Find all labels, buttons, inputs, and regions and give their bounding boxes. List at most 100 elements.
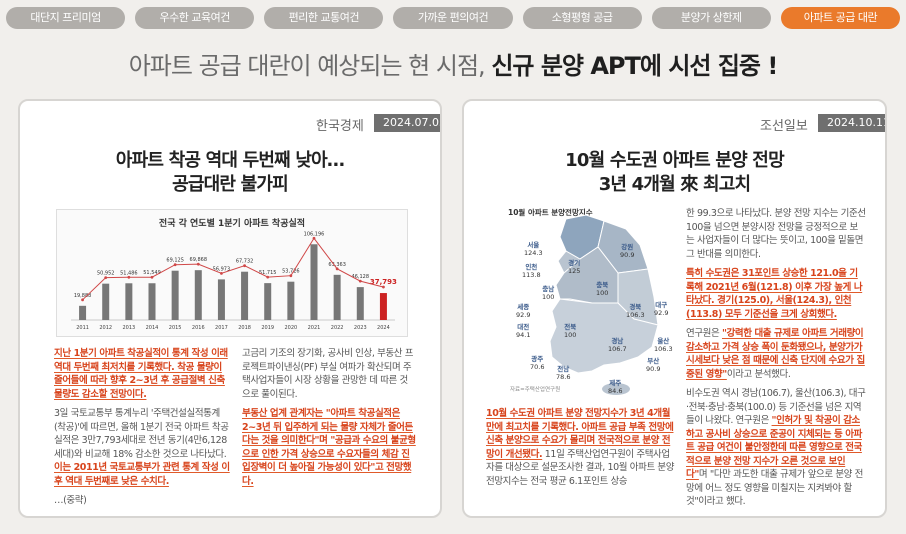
chart-tick-label: 2020 — [284, 325, 297, 331]
chart-tick-label: 2015 — [169, 325, 182, 331]
feature-tab-bar: 대단지 프리미엄 우수한 교육여건 편리한 교통여건 가까운 편의여건 소형평형 공급 분… — [6, 7, 900, 29]
chart-bar-2013 — [125, 283, 133, 320]
article-date: 2024.10.11 — [818, 114, 885, 132]
chart-value-label: 106,196 — [304, 231, 325, 237]
article2-left-column: 10월 수도권 아파트 분양 전망지수가 3년 4개월만에 최고치를 기록했다.… — [486, 407, 676, 494]
chart-point-2023 — [358, 279, 362, 283]
article1-highlight-quote: 부동산 업계 관계자는 "아파트 착공실적은 2~3년 뒤 입주하게 되는 물량… — [242, 408, 416, 487]
map-title: 10월 아파트 분양전망지수 — [508, 208, 593, 217]
article1-left-column: 지난 1분기 아파트 착공실적이 통계 작성 이래 역대 두번째 최저치를 기록… — [54, 347, 230, 514]
nav-tab-6[interactable]: 아파트 공급 대란 — [780, 7, 900, 29]
article1-highlight-lead: 지난 1분기 아파트 착공실적이 통계 작성 이래 역대 두번째 최저치를 기록… — [54, 348, 228, 400]
chart-value-label: 56,973 — [213, 266, 231, 272]
chart-tick-label: 2021 — [308, 325, 321, 331]
chart-point-2011 — [81, 298, 84, 302]
chart-tick-label: 2023 — [354, 325, 367, 331]
chart-title: 전국 각 연도별 1분기 아파트 착공실적 — [158, 219, 306, 229]
chart-value-label: 37,793 — [370, 278, 397, 286]
chart-tick-label: 2012 — [99, 325, 112, 331]
chart-point-2017 — [220, 271, 223, 275]
chart-bar-2018 — [241, 271, 249, 320]
chart-point-2015 — [173, 263, 177, 267]
chart-point-2020 — [289, 274, 293, 278]
map-source: 자료=주택산업연구원 — [510, 387, 561, 393]
article-title: 아파트 착공 역대 두번째 낮아… 공급대란 불가피 — [20, 149, 440, 197]
chart-canvas: 19,888 2011 50,952 2012 51,486 2013 51,549 2014… — [71, 231, 397, 331]
article1-highlight-stat: 이는 2011년 국토교통부가 관련 통계 작성 이후 역대 두번째로 낮은 수… — [54, 462, 230, 487]
chart-value-label: 46,128 — [352, 274, 370, 280]
chart-tick-label: 2013 — [122, 325, 135, 331]
chart-bar-2012 — [102, 283, 110, 320]
chart-bar-2017 — [217, 279, 225, 320]
chart-value-label: 51,715 — [259, 270, 277, 276]
article1-more: …(중략) — [54, 495, 87, 506]
chart-value-label: 51,549 — [143, 270, 161, 276]
nav-tab-0[interactable]: 대단지 프리미엄 — [6, 7, 126, 29]
headline-bold: 신규 분양 APT에 시선 집중 ! — [491, 52, 778, 80]
chart-value-label: 67,732 — [236, 259, 254, 265]
article1-right-column: 고금리 기조의 장기화, 공사비 인상, 부동산 프로젝트파이낸싱(PF) 부실… — [242, 347, 416, 494]
nav-tab-2[interactable]: 편리한 교통여건 — [264, 7, 384, 29]
article-title-line2: 3년 4개월 來 최고치 — [598, 174, 751, 195]
chart-bar-2019 — [264, 283, 272, 320]
article2-highlight-quote1: "강력한 대출 규제로 아파트 거래량이 감소하고 가격 상승 폭이 둔화됐으나… — [686, 328, 865, 380]
chart-trend-line — [82, 237, 384, 301]
article2-paragraph: 11일 주택산업연구원이 주택사업자를 대상으로 설문조사한 결과, 10월 아… — [486, 448, 675, 487]
headline-light: 아파트 공급 대란이 예상되는 현 시점, — [128, 52, 492, 80]
article-title-line1: 10월 수도권 아파트 분양 전망 — [565, 150, 784, 171]
article2-highlight-capital: 특히 수도권은 31포인트 상승한 121.0을 기록해 2021년 6월(12… — [686, 268, 863, 320]
article-source: 조선일보 — [760, 119, 808, 134]
chart-value-label: 69,125 — [166, 258, 184, 264]
nav-tab-5[interactable]: 분양가 상한제 — [651, 7, 771, 29]
chart-point-2013 — [127, 275, 131, 279]
chart-bar-2016 — [194, 270, 202, 320]
nav-tab-1[interactable]: 우수한 교육여건 — [135, 7, 255, 29]
chart-point-2021 — [312, 236, 316, 240]
chart-tick-label: 2019 — [261, 325, 274, 331]
article-title-line2: 공급대란 불가피 — [172, 174, 289, 195]
chart-point-2012 — [104, 276, 108, 280]
article2-right-paragraph: 한 99.3으로 나타났다. 분양 전망 지수는 기준선 100을 넘으면 분양… — [686, 208, 866, 260]
article1-right-paragraph: 고금리 기조의 장기화, 공사비 인상, 부동산 프로젝트파이낸싱(PF) 부실… — [242, 348, 414, 400]
chart-tick-label: 2018 — [238, 325, 251, 331]
chart-tick-label: 2024 — [377, 325, 390, 331]
chart-point-2022 — [335, 267, 339, 271]
chart-value-label: 19,888 — [74, 293, 92, 299]
chart-point-2018 — [243, 264, 246, 268]
chart-point-2019 — [266, 275, 270, 279]
chart-tick-label: 2016 — [192, 325, 205, 331]
chart-value-label: 69,868 — [190, 257, 208, 263]
chart-tick-label: 2014 — [146, 325, 159, 331]
construction-chart: 전국 각 연도별 1분기 아파트 착공실적 19,888 2011 50,952 20… — [56, 209, 408, 337]
chart-bar-2024 — [379, 293, 387, 320]
nav-tab-3[interactable]: 가까운 편의여건 — [393, 7, 513, 29]
article1-paragraph: 3일 국토교통부 통계누리 '주택건설실적통계(착공)'에 따르면, 올해 1분… — [54, 408, 229, 460]
chart-bar-2022 — [333, 274, 341, 320]
chart-tick-label: 2017 — [215, 325, 228, 331]
article-source: 한국경제 — [316, 119, 364, 134]
chart-value-label: 51,486 — [120, 270, 138, 276]
article-date: 2024.07.03 — [374, 114, 440, 132]
chart-value-label: 53,726 — [282, 269, 300, 275]
article2-right-column: 한 99.3으로 나타났다. 분양 전망 지수는 기준선 100을 넘으면 분양… — [686, 208, 866, 507]
korea-map-shape — [549, 214, 659, 395]
article-title-line1: 아파트 착공 역대 두번째 낮아… — [115, 150, 345, 171]
chart-value-label: 50,952 — [97, 271, 115, 277]
nav-tab-4[interactable]: 소형평형 공급 — [522, 7, 642, 29]
chart-tick-label: 2022 — [331, 325, 344, 331]
chart-point-2016 — [196, 262, 200, 266]
chart-value-label: 63,363 — [328, 262, 346, 268]
korea-forecast-map: 10월 아파트 분양전망지수 서울 124.3 인천 113.8 경기 125 강원 9… — [508, 208, 673, 395]
page-headline: 아파트 공급 대란이 예상되는 현 시점, 신규 분양 APT에 시선 집중 ! — [0, 46, 906, 81]
chart-bar-2015 — [171, 270, 179, 320]
article2-highlight-quote2: "인허가 및 착공이 감소하고 공사비 상승으로 준공이 지체되는 등 아파트 … — [686, 415, 862, 480]
chart-bar-2011 — [79, 305, 87, 320]
article-title: 10월 수도권 아파트 분양 전망 3년 4개월 來 최고치 — [464, 149, 885, 197]
chart-bar-2020 — [287, 281, 295, 320]
article-card-chosun: 조선일보 2024.10.11 10월 수도권 아파트 분양 전망 3년 4개월… — [462, 99, 887, 518]
chart-bar-2021 — [310, 244, 318, 320]
article2-highlight-lead: 10월 수도권 아파트 분양 전망지수가 3년 4개월만에 최고치를 기록했다.… — [486, 408, 674, 460]
chart-point-2014 — [150, 275, 154, 279]
chart-bar-2014 — [148, 283, 156, 320]
chart-tick-label: 2011 — [76, 325, 89, 331]
